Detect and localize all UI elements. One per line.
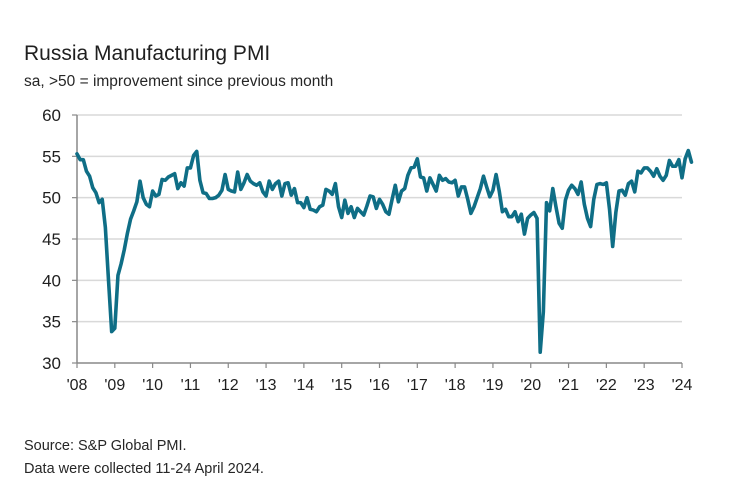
x-tick-label: '17 <box>407 377 428 394</box>
x-tick-label: '21 <box>558 377 579 394</box>
x-tick-label: '19 <box>483 377 504 394</box>
y-tick-label: 55 <box>42 147 61 166</box>
chart-title: Russia Manufacturing PMI <box>24 42 271 65</box>
x-tick-label: '24 <box>672 377 693 394</box>
series-group <box>75 148 694 355</box>
gridlines <box>77 114 682 323</box>
x-tick-label: '18 <box>445 377 466 394</box>
collection-note: Data were collected 11-24 April 2024. <box>24 461 264 477</box>
x-tick-label: '23 <box>634 377 655 394</box>
y-tick-label: 60 <box>42 106 61 125</box>
x-tick-label: '08 <box>67 377 88 394</box>
y-axis: 30 35 40 45 50 55 60 <box>42 106 78 373</box>
x-tick-label: '10 <box>142 377 163 394</box>
x-tick-label: '16 <box>369 377 390 394</box>
y-tick-label: 30 <box>42 354 61 373</box>
x-tick-label: '09 <box>104 377 125 394</box>
x-tick-label: '20 <box>520 377 541 394</box>
x-tick-label: '11 <box>181 377 201 394</box>
source-note: Source: S&P Global PMI. <box>24 438 187 454</box>
y-tick-label: 35 <box>42 313 61 332</box>
y-tick-label: 40 <box>42 271 61 290</box>
pmi-series-line <box>75 148 694 355</box>
x-tick-label: '15 <box>331 377 352 394</box>
x-tick-label: '13 <box>256 377 277 394</box>
x-axis: '08 '09 '10 '11 '12 '13 '14 '15 '16 '17 '18 '19 '20 '… <box>67 362 693 394</box>
x-tick-label: '14 <box>293 377 314 394</box>
chart-subtitle: sa, >50 = improvement since previous mon… <box>24 73 334 90</box>
y-tick-label: 45 <box>42 230 61 249</box>
y-tick-label: 50 <box>42 189 61 208</box>
x-tick-label: '22 <box>596 377 617 394</box>
x-tick-label: '12 <box>218 377 239 394</box>
